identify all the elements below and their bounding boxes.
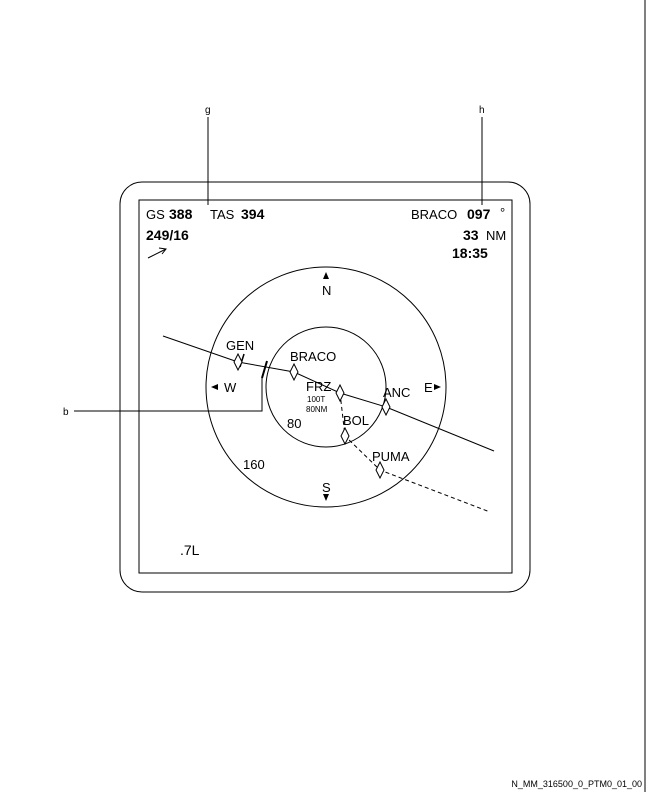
outer-range-ring (205, 266, 447, 508)
callout-h: h (479, 105, 485, 116)
outer-ring-range-label: 160 (243, 457, 265, 472)
distance-value: 33 (463, 227, 479, 243)
waypoint-puma-symbol (375, 460, 385, 480)
active-route-line (162, 335, 495, 452)
waypoint-bol-label: BOL (343, 413, 369, 428)
display-screen (138, 199, 513, 574)
waypoint-puma-label: PUMA (372, 449, 410, 464)
document-reference: N_MM_316500_0_PTM0_01_00 (511, 779, 642, 789)
callout-b-leader (74, 377, 263, 412)
east-label: E (424, 380, 433, 395)
waypoint-braco-label: BRACO (290, 349, 336, 364)
bearing-unit: ° (500, 205, 505, 220)
callout-b: b (63, 407, 69, 418)
waypoint-frz-symbol (335, 383, 345, 403)
scale-label: .7L (180, 542, 200, 558)
distance-unit: NM (486, 228, 506, 243)
waypoint-anc-label: ANC (383, 385, 410, 400)
callout-g: g (205, 105, 211, 116)
frz-info-line2: 80NM (306, 405, 328, 414)
ground-speed-label: GS (146, 207, 165, 222)
west-marker-icon (211, 384, 218, 390)
waypoint-gen-label: GEN (226, 338, 254, 353)
dashed-route-line (339, 392, 491, 513)
wind-readout: 249/16 (146, 227, 189, 243)
active-waypoint-label: BRACO (411, 207, 457, 222)
north-label: N (322, 283, 331, 298)
eta-value: 18:35 (452, 245, 488, 261)
display-bezel (119, 181, 531, 593)
north-marker-icon (323, 272, 329, 279)
bearing-value: 097 (467, 206, 491, 222)
waypoint-gen-symbol (233, 352, 243, 372)
waypoint-frz-label: FRZ (306, 379, 331, 394)
waypoint-anc-symbol (381, 397, 391, 417)
wind-arrow-icon (147, 247, 167, 259)
inner-ring-range-label: 80 (287, 416, 301, 431)
waypoint-bol-symbol (340, 426, 350, 446)
south-label: S (322, 480, 331, 495)
east-marker-icon (434, 384, 441, 390)
frz-info-line1: 100T (307, 395, 325, 404)
ground-speed-value: 388 (169, 206, 193, 222)
true-airspeed-value: 394 (241, 206, 265, 222)
south-marker-icon (323, 494, 329, 501)
waypoint-braco-symbol (289, 362, 299, 382)
inner-range-ring (265, 326, 387, 448)
true-airspeed-label: TAS (210, 207, 235, 222)
west-label: W (224, 380, 237, 395)
